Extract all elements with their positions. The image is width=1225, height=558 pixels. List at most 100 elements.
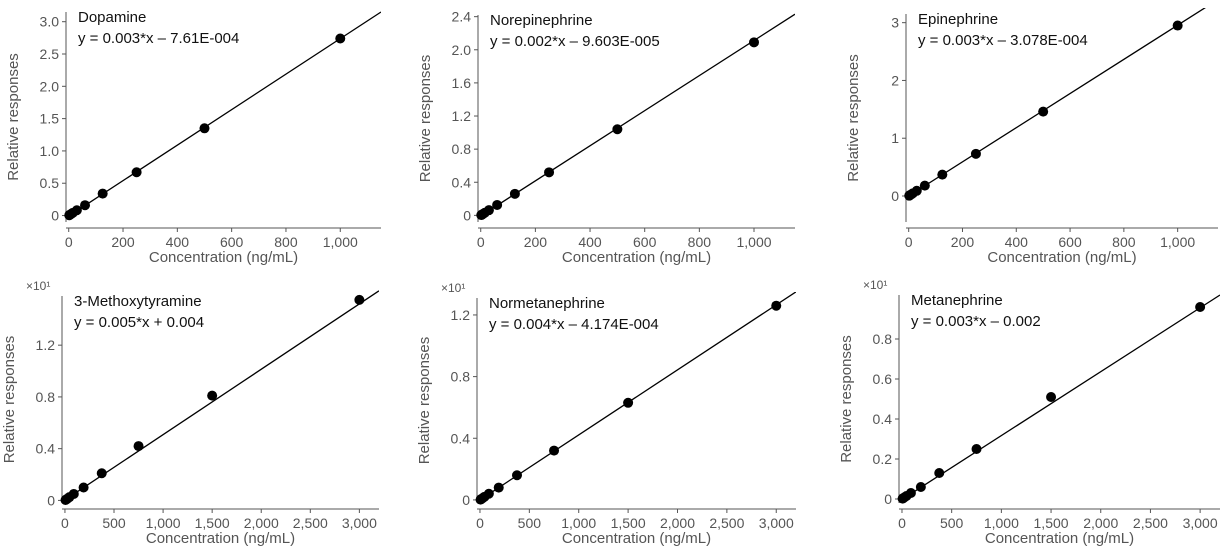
y-tick-label: 2.0 [40,78,60,94]
y-tick-label: 0.8 [452,141,472,157]
x-tick-label: 200 [524,234,548,250]
x-tick-label: 3,000 [342,515,377,531]
x-tick-label: 800 [688,234,712,250]
compound-title: Dopamine [78,9,146,26]
x-tick-label: 200 [951,234,975,250]
y-tick-label: 0 [891,188,899,204]
x-axis-title: Concentration (ng/mL) [562,249,711,266]
chart-panel: 0 0.4 0.8 1.2 1.6 2.0 2.4 0 200 400 600 800 1,000 Con… [417,9,795,266]
y-tick-label: 0.8 [451,369,471,385]
x-tick-label: 500 [102,515,126,531]
y-tick-label: 1.2 [36,337,56,353]
data-point [623,397,634,408]
x-tick-label: 200 [111,234,135,250]
data-point [934,468,945,478]
y-tick-label: 0.4 [452,174,472,190]
x-tick-label: 0 [65,234,73,250]
data-point [71,205,82,216]
data-point [937,169,948,180]
y-tick-label: 0 [47,492,55,508]
x-axis-title: Concentration (ng/mL) [146,530,295,547]
data-point [492,199,503,210]
y-scale-factor: ×10¹ [441,281,465,295]
x-tick-label: 1,500 [1034,515,1069,531]
chart-panel: 0 0.2 0.4 0.6 0.8 0 500 1,000 1,500 2,000 2,500 3,0… [838,278,1220,547]
x-tick-label: 400 [1005,234,1029,250]
y-tick-label: 0 [884,491,892,507]
y-tick-label: 0.2 [873,451,893,467]
regression-line [66,11,381,219]
data-point [915,482,926,492]
y-tick-label: 3.0 [40,14,60,30]
data-point [612,124,623,135]
y-tick-label: 0 [51,208,59,224]
x-tick-label: 600 [220,234,244,250]
data-point [905,488,916,498]
regression-equation: y = 0.002*x – 9.603E-005 [490,33,660,50]
regression-equation: y = 0.004*x – 4.174E-004 [489,316,659,333]
y-tick-label: 0.6 [873,371,893,387]
data-point [133,441,144,452]
regression-line [477,292,796,503]
y-axis-title: Relative responses [5,53,22,181]
x-tick-label: 2,500 [293,515,328,531]
x-tick-label: 1,000 [323,234,358,250]
y-tick-label: 2.0 [452,42,472,58]
data-point [749,37,760,48]
x-tick-label: 2,500 [709,515,744,531]
data-point [483,205,494,216]
y-tick-label: 1.2 [451,307,471,323]
x-tick-label: 0 [898,515,906,531]
y-tick-label: 0.8 [36,389,56,405]
x-axis-title: Concentration (ng/mL) [985,530,1134,547]
x-tick-label: 400 [166,234,190,250]
data-point [354,294,365,305]
y-tick-label: 3 [891,15,899,31]
x-tick-label: 0 [61,515,69,531]
x-axis-title: Concentration (ng/mL) [149,249,298,266]
y-tick-label: 1.5 [40,111,60,127]
data-point [544,167,555,178]
y-axis-title: Relative responses [838,335,855,463]
compound-title: Norepinephrine [490,12,593,29]
data-point [493,482,504,493]
x-tick-label: 1,500 [195,515,230,531]
y-tick-label: 2.5 [40,46,60,62]
data-point [1172,20,1183,31]
x-tick-label: 1,500 [611,515,646,531]
regression-equation: y = 0.003*x – 0.002 [911,313,1041,330]
data-point [509,188,520,199]
data-point [970,148,981,159]
x-tick-label: 1,000 [736,234,771,250]
data-point [1195,302,1206,312]
x-axis-title: Concentration (ng/mL) [987,249,1136,266]
x-tick-label: 1,000 [984,515,1019,531]
x-tick-label: 1,000 [1160,234,1195,250]
regression-line [906,8,1206,199]
chart-panel: 0 1 2 3 0 200 400 600 800 1,000 Concentration (ng/… [845,8,1218,266]
data-point [199,123,210,134]
data-point [971,444,982,454]
y-tick-label: 2.4 [452,9,472,25]
compound-title: Epinephrine [918,11,998,28]
y-axis-title: Relative responses [417,55,434,183]
data-point [549,445,560,456]
data-point [68,488,79,499]
y-tick-label: 0.5 [40,175,60,191]
chart-panel: 0 0.4 0.8 1.2 0 500 1,000 1,500 2,000 2,500 3,000 C… [416,281,796,547]
x-tick-label: 3,000 [759,515,794,531]
x-tick-label: 600 [1058,234,1082,250]
data-point [1038,106,1049,117]
data-point [131,167,142,178]
y-tick-label: 1 [891,130,899,146]
data-point [80,200,91,211]
data-point [97,188,108,199]
x-tick-label: 800 [274,234,298,250]
data-point [96,468,107,479]
y-tick-label: 0 [463,207,471,223]
data-point [511,470,522,481]
y-tick-label: 1.2 [452,108,472,124]
x-tick-label: 2,500 [1133,515,1168,531]
x-tick-label: 2,000 [660,515,695,531]
x-tick-label: 0 [476,515,484,531]
